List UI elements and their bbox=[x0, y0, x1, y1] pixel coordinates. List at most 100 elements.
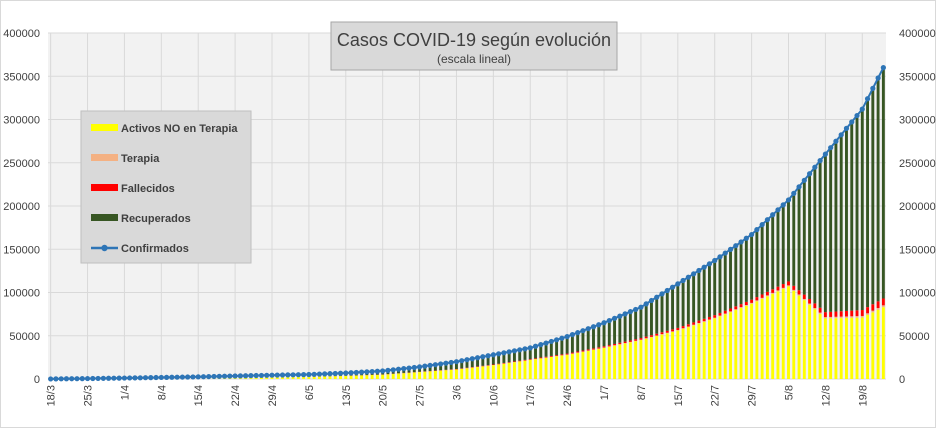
bar-recuperados bbox=[571, 335, 574, 353]
bar-activos bbox=[450, 370, 453, 379]
bar-activos bbox=[708, 320, 711, 379]
confirmed-point bbox=[59, 376, 64, 381]
confirmed-point bbox=[238, 373, 243, 378]
bar-recuperados bbox=[650, 301, 653, 336]
bar-fallecidos bbox=[750, 300, 753, 303]
confirmed-point bbox=[485, 353, 490, 358]
bar-terapia bbox=[745, 305, 748, 306]
x-tick-label: 15/7 bbox=[673, 385, 685, 406]
bar-activos bbox=[729, 312, 732, 379]
bar-activos bbox=[587, 351, 590, 379]
confirmed-point bbox=[559, 336, 564, 341]
bar-fallecidos bbox=[624, 342, 627, 343]
x-tick-label: 3/6 bbox=[451, 385, 463, 400]
bar-terapia bbox=[882, 305, 885, 307]
bar-activos bbox=[750, 304, 753, 379]
bar-recuperados bbox=[719, 257, 722, 313]
y-tick-label-left: 150000 bbox=[3, 244, 40, 256]
bar-activos bbox=[671, 332, 674, 379]
confirmed-point bbox=[796, 184, 801, 189]
bar-activos bbox=[376, 375, 379, 379]
confirmed-point bbox=[132, 375, 137, 380]
bar-activos bbox=[740, 308, 743, 379]
confirmed-point bbox=[543, 340, 548, 345]
bar-terapia bbox=[697, 323, 700, 324]
bar-activos bbox=[777, 291, 780, 379]
bar-activos bbox=[381, 375, 384, 379]
bar-recuperados bbox=[682, 281, 685, 327]
bar-fallecidos bbox=[676, 328, 679, 330]
bar-recuperados bbox=[740, 242, 743, 304]
bar-terapia bbox=[777, 290, 780, 291]
bar-recuperados bbox=[618, 316, 621, 343]
bar-recuperados bbox=[798, 187, 801, 290]
bar-recuperados bbox=[813, 167, 816, 303]
x-tick-label: 29/4 bbox=[267, 385, 279, 406]
bar-fallecidos bbox=[877, 301, 880, 308]
legend-swatch bbox=[91, 214, 118, 221]
confirmed-point bbox=[264, 373, 269, 378]
confirmed-point bbox=[222, 374, 227, 379]
confirmed-point bbox=[438, 361, 443, 366]
bar-recuperados bbox=[661, 294, 664, 332]
bar-recuperados bbox=[676, 284, 679, 328]
confirmed-point bbox=[459, 358, 464, 363]
bar-activos bbox=[355, 376, 358, 379]
confirmed-point bbox=[686, 275, 691, 280]
x-tick-label: 24/6 bbox=[562, 385, 574, 406]
confirmed-point bbox=[95, 376, 100, 381]
confirmed-point bbox=[628, 309, 633, 314]
bar-activos bbox=[697, 324, 700, 379]
bar-activos bbox=[676, 331, 679, 379]
bar-fallecidos bbox=[819, 308, 822, 313]
bar-activos bbox=[661, 335, 664, 379]
bar-activos bbox=[613, 346, 616, 379]
x-tick-label: 18/3 bbox=[46, 385, 58, 406]
bar-fallecidos bbox=[766, 292, 769, 296]
confirmed-point bbox=[765, 217, 770, 222]
bar-activos bbox=[666, 333, 669, 379]
confirmed-point bbox=[148, 375, 153, 380]
bar-fallecidos bbox=[687, 324, 690, 326]
bar-activos bbox=[329, 376, 332, 379]
confirmed-point bbox=[517, 347, 522, 352]
bar-fallecidos bbox=[497, 364, 500, 365]
confirmed-point bbox=[638, 305, 643, 310]
confirmed-point bbox=[738, 239, 743, 244]
bar-activos bbox=[413, 372, 416, 379]
bar-recuperados bbox=[587, 329, 590, 350]
bar-fallecidos bbox=[745, 302, 748, 305]
bar-fallecidos bbox=[524, 360, 527, 361]
y-tick-label-right: 0 bbox=[899, 374, 905, 386]
confirmed-point bbox=[538, 342, 543, 347]
bar-recuperados bbox=[613, 318, 616, 344]
bar-activos bbox=[856, 318, 859, 379]
confirmed-point bbox=[833, 139, 838, 144]
bar-terapia bbox=[676, 330, 679, 331]
confirmed-point bbox=[654, 295, 659, 300]
bar-recuperados bbox=[808, 174, 811, 299]
confirmed-point bbox=[570, 332, 575, 337]
confirmed-point bbox=[101, 376, 106, 381]
confirmed-point bbox=[338, 371, 343, 376]
bar-activos bbox=[492, 365, 495, 379]
bar-fallecidos bbox=[682, 326, 685, 328]
y-tick-label-right: 200000 bbox=[899, 201, 936, 213]
confirmed-point bbox=[243, 373, 248, 378]
confirmed-point bbox=[259, 373, 264, 378]
confirmed-point bbox=[153, 375, 158, 380]
confirmed-point bbox=[449, 360, 454, 365]
bar-fallecidos bbox=[487, 365, 490, 366]
confirmed-point bbox=[464, 357, 469, 362]
y-tick-label-left: 300000 bbox=[3, 115, 40, 127]
confirmed-point bbox=[117, 376, 122, 381]
confirmed-point bbox=[422, 364, 427, 369]
bar-fallecidos bbox=[755, 297, 758, 300]
bar-activos bbox=[724, 314, 727, 379]
bar-recuperados bbox=[840, 135, 843, 311]
bar-fallecidos bbox=[840, 311, 843, 316]
bar-activos bbox=[798, 296, 801, 379]
confirmed-point bbox=[333, 371, 338, 376]
bar-activos bbox=[703, 322, 706, 379]
bar-activos bbox=[392, 374, 395, 379]
